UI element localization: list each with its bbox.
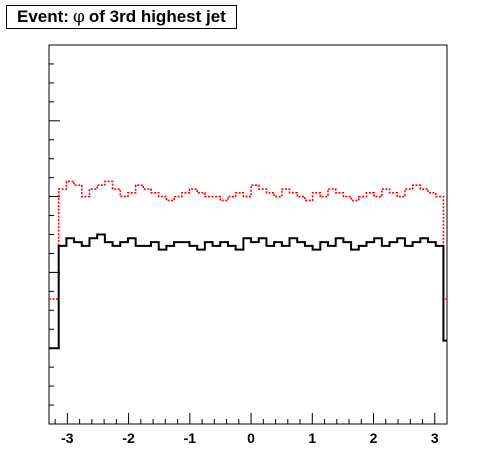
chart-title-suffix: of 3rd highest jet [88,7,226,26]
x-tick-label: 2 [370,430,378,446]
x-tick-label: -1 [184,430,197,446]
chart-title-symbol: φ [72,7,85,27]
x-tick-label: -2 [122,430,135,446]
plot-frame [48,44,448,425]
histogram-series-1 [49,180,447,300]
x-tick-label: 1 [308,430,316,446]
x-tick-label: 3 [431,430,439,446]
chart-title: Event: φ of 3rd highest jet [6,5,237,29]
x-tick-label: -3 [61,430,74,446]
x-tick-label: 0 [247,430,255,446]
chart-title-prefix: Event: [17,7,69,26]
histogram-series-2 [49,233,447,350]
